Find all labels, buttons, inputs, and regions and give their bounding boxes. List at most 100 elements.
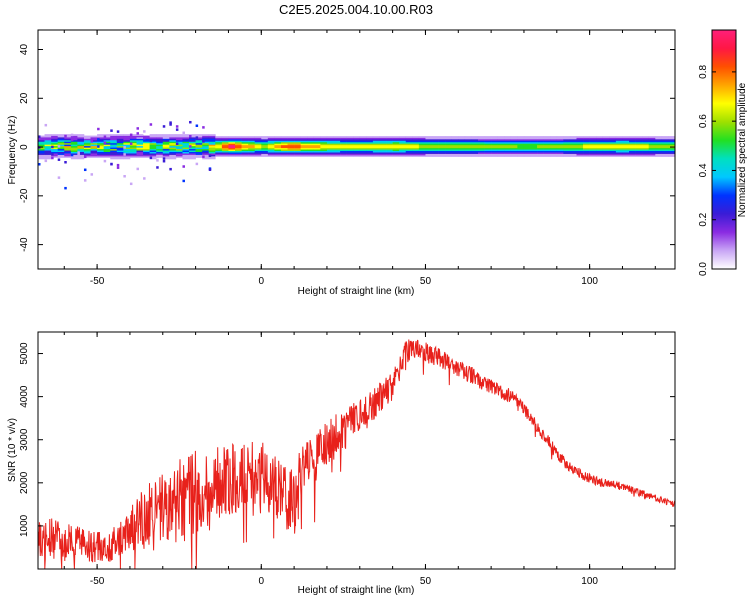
heatmap-cell (615, 147, 623, 150)
heatmap-cell (307, 149, 315, 152)
heatmap-cell (629, 155, 636, 157)
heatmap-cell (445, 139, 453, 141)
heatmap-cell (103, 142, 111, 145)
heatmap-cell (386, 147, 393, 150)
heatmap-cell (189, 142, 196, 145)
heatmap-cell (280, 139, 288, 141)
heatmap-cell (248, 137, 256, 140)
heatmap-cell (405, 147, 413, 150)
heatmap-cell (110, 137, 118, 139)
heatmap-speckle (149, 123, 153, 126)
heatmap-cell (136, 153, 144, 155)
heatmap-cell (477, 141, 485, 144)
heatmap-cell (622, 143, 630, 146)
y-tick-label: 1000 (19, 514, 30, 537)
heatmap-cell (326, 139, 334, 141)
heatmap-cell (622, 137, 630, 140)
heatmap-cell (517, 137, 525, 140)
colorbar-tick-label: 0.4 (698, 163, 709, 177)
heatmap-cell (668, 143, 675, 146)
heatmap-cell (248, 155, 256, 157)
heatmap-cell (313, 155, 321, 157)
heatmap-cell (248, 141, 256, 144)
heatmap-cell (359, 149, 367, 152)
heatmap-cell (143, 145, 150, 148)
heatmap-cell (379, 141, 387, 144)
heatmap-cell (156, 137, 164, 139)
heatmap-cell (451, 149, 459, 152)
heatmap-cell (248, 139, 256, 141)
heatmap-cell (464, 155, 472, 157)
heatmap-cell (182, 138, 190, 141)
heatmap-cell (51, 144, 59, 147)
heatmap-cell (182, 137, 190, 139)
heatmap-speckle (90, 140, 94, 143)
heatmap-cell (491, 143, 498, 146)
heatmap-cell (418, 139, 426, 141)
heatmap-cell (412, 152, 420, 154)
heatmap-speckle (156, 166, 159, 169)
heatmap-speckle (83, 179, 87, 182)
heatmap-cell (254, 150, 262, 153)
heatmap-cell (326, 144, 334, 147)
heatmap-cell (83, 142, 91, 145)
heatmap-cell (70, 147, 78, 150)
heatmap-cell (235, 139, 242, 141)
heatmap-cell (543, 149, 551, 152)
heatmap-cell (412, 140, 420, 143)
heatmap-cell (523, 152, 531, 154)
heatmap-speckle (149, 156, 153, 160)
heatmap-cell (372, 136, 380, 138)
heatmap-cell (287, 143, 295, 146)
heatmap-cell (445, 155, 453, 157)
heatmap-cell (143, 154, 150, 157)
heatmap-cell (83, 137, 91, 139)
heatmap-cell (537, 147, 544, 150)
heatmap-cell (602, 149, 610, 152)
heatmap-cell (412, 147, 420, 150)
heatmap-cell (307, 143, 315, 146)
heatmap-cell (602, 137, 610, 140)
heatmap-cell (491, 137, 498, 140)
heatmap-cell (294, 150, 301, 153)
heatmap-cell (550, 144, 558, 147)
heatmap-speckle (97, 138, 100, 141)
heatmap-cell (103, 134, 111, 136)
heatmap-cell (136, 148, 144, 151)
heatmap-cell (491, 140, 498, 143)
heatmap-cell (399, 146, 407, 149)
heatmap-cell (556, 136, 564, 138)
heatmap-cell (44, 150, 52, 152)
heatmap-cell (359, 136, 367, 138)
heatmap-cell (202, 147, 210, 150)
heatmap-cell (261, 136, 269, 138)
heatmap-cell (189, 153, 196, 155)
heatmap-cell (602, 146, 610, 149)
heatmap-cell (57, 135, 65, 138)
heatmap-cell (523, 140, 531, 143)
heatmap-cell (596, 140, 604, 143)
heatmap-cell (57, 141, 65, 144)
heatmap-cell (530, 147, 538, 150)
heatmap-cell (425, 143, 433, 146)
heatmap-cell (287, 136, 295, 138)
heatmap-cell (195, 156, 203, 158)
heatmap-cell (340, 136, 347, 138)
heatmap-cell (576, 149, 584, 152)
heatmap-cell (136, 138, 144, 141)
heatmap-cell (366, 146, 374, 149)
heatmap-cell (97, 150, 104, 152)
heatmap-cell (44, 141, 52, 144)
heatmap-cell (77, 137, 85, 139)
heatmap-cell (412, 155, 420, 157)
x-tick-label: 50 (420, 276, 432, 287)
heatmap-cell (77, 135, 85, 138)
heatmap-cell (399, 153, 407, 156)
heatmap-cell (333, 139, 341, 141)
heatmap-cell (261, 146, 269, 149)
heatmap-cell (425, 141, 433, 144)
heatmap-cell (576, 144, 584, 147)
heatmap-cell (517, 149, 525, 152)
heatmap-cell (602, 150, 610, 153)
heatmap-cell (254, 139, 262, 141)
